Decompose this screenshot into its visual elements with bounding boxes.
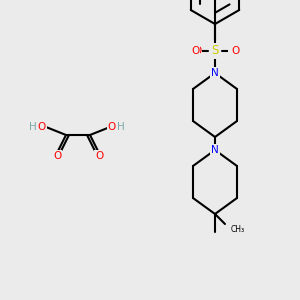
Text: O: O [38,122,46,132]
Text: O: O [53,151,61,161]
Text: CH₃: CH₃ [231,224,245,233]
Text: O: O [193,46,201,56]
Text: H: H [29,122,37,132]
Text: O: O [231,46,239,56]
Text: O: O [95,151,103,161]
Text: O: O [108,122,116,132]
Text: N: N [211,68,219,78]
Text: N: N [211,145,219,155]
Text: H: H [117,122,125,132]
Text: O: O [229,46,237,56]
Text: S: S [211,44,219,58]
Text: O: O [191,46,199,56]
